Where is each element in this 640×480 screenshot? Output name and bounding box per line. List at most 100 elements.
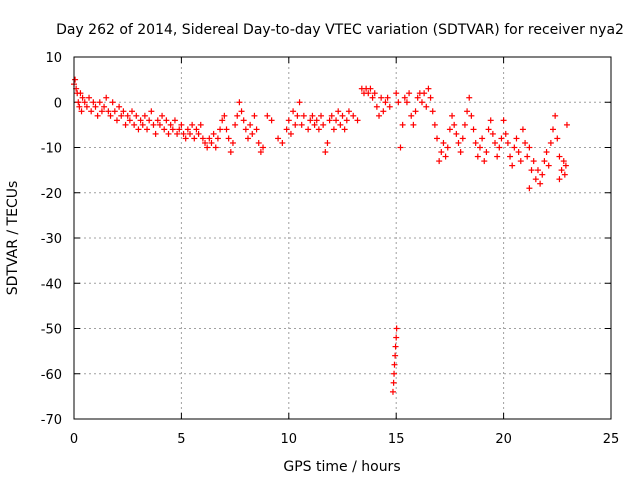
data-point — [406, 90, 413, 97]
y-axis-label: SDTVAR / TECUs — [5, 181, 21, 296]
data-point — [393, 90, 400, 97]
data-point — [427, 94, 434, 101]
data-point — [78, 108, 85, 115]
data-point — [229, 139, 236, 146]
data-point — [79, 94, 86, 101]
data-point — [139, 121, 146, 128]
data-point — [144, 126, 151, 133]
data-point — [343, 117, 350, 124]
data-point — [389, 388, 396, 395]
data-point — [208, 139, 215, 146]
data-point — [165, 130, 172, 137]
data-point — [109, 99, 116, 106]
data-point — [464, 108, 471, 115]
y-tick-label: -60 — [41, 368, 62, 383]
data-point — [255, 139, 262, 146]
data-point — [455, 139, 462, 146]
data-point — [268, 117, 275, 124]
data-point — [543, 149, 550, 156]
data-point — [77, 90, 84, 97]
data-point — [423, 103, 430, 110]
data-point — [391, 370, 398, 377]
y-tick-label: -20 — [41, 187, 62, 202]
data-point — [530, 158, 537, 165]
data-point — [290, 108, 297, 115]
data-point — [412, 108, 419, 115]
data-point — [552, 112, 559, 119]
data-point — [322, 149, 329, 156]
data-point — [451, 121, 458, 128]
data-point — [240, 117, 247, 124]
data-point — [390, 379, 397, 386]
data-point — [242, 126, 249, 133]
data-point — [438, 149, 445, 156]
data-point — [249, 130, 256, 137]
data-point — [178, 121, 185, 128]
y-tick-label: -10 — [41, 142, 62, 157]
data-point — [118, 112, 125, 119]
data-point — [554, 135, 561, 142]
data-point — [285, 117, 292, 124]
data-point — [526, 144, 533, 151]
data-point — [156, 121, 163, 128]
data-point — [547, 139, 554, 146]
data-point — [253, 126, 260, 133]
data-point — [376, 112, 383, 119]
data-point — [202, 139, 209, 146]
data-point — [393, 334, 400, 341]
data-point — [539, 171, 546, 178]
data-point — [354, 117, 361, 124]
data-point — [313, 117, 320, 124]
data-point — [431, 121, 438, 128]
data-point — [154, 117, 161, 124]
data-point — [311, 121, 318, 128]
data-point — [513, 135, 520, 142]
data-point — [395, 99, 402, 106]
data-point — [466, 94, 473, 101]
data-point — [429, 108, 436, 115]
data-point — [371, 90, 378, 97]
data-point — [367, 85, 374, 92]
data-point — [148, 108, 155, 115]
data-point — [146, 117, 153, 124]
data-point — [152, 130, 159, 137]
data-point — [133, 112, 140, 119]
data-point — [195, 130, 202, 137]
data-point — [103, 94, 110, 101]
data-point — [434, 135, 441, 142]
data-point — [128, 108, 135, 115]
data-point — [163, 117, 170, 124]
data-point — [182, 135, 189, 142]
data-point — [380, 108, 387, 115]
data-point — [442, 153, 449, 160]
data-point — [563, 121, 570, 128]
data-point — [496, 144, 503, 151]
grid-lines — [74, 57, 611, 419]
data-point — [191, 135, 198, 142]
data-point — [397, 144, 404, 151]
data-point — [120, 108, 127, 115]
y-tick-label: 10 — [45, 51, 62, 66]
data-point — [98, 108, 105, 115]
data-point — [414, 94, 421, 101]
data-point — [75, 99, 82, 106]
data-point — [309, 112, 316, 119]
data-point — [541, 158, 548, 165]
data-point — [92, 103, 99, 110]
data-point — [76, 103, 83, 110]
data-point — [446, 126, 453, 133]
data-point — [502, 130, 509, 137]
data-point — [399, 121, 406, 128]
data-point — [126, 117, 133, 124]
data-point — [251, 112, 258, 119]
data-point — [171, 117, 178, 124]
x-tick-label: 15 — [388, 432, 405, 447]
data-point — [457, 149, 464, 156]
x-tick-label: 20 — [495, 432, 512, 447]
data-point — [392, 352, 399, 359]
data-point — [320, 121, 327, 128]
data-point — [180, 130, 187, 137]
data-point — [264, 112, 271, 119]
data-point — [167, 121, 174, 128]
data-point — [122, 121, 129, 128]
